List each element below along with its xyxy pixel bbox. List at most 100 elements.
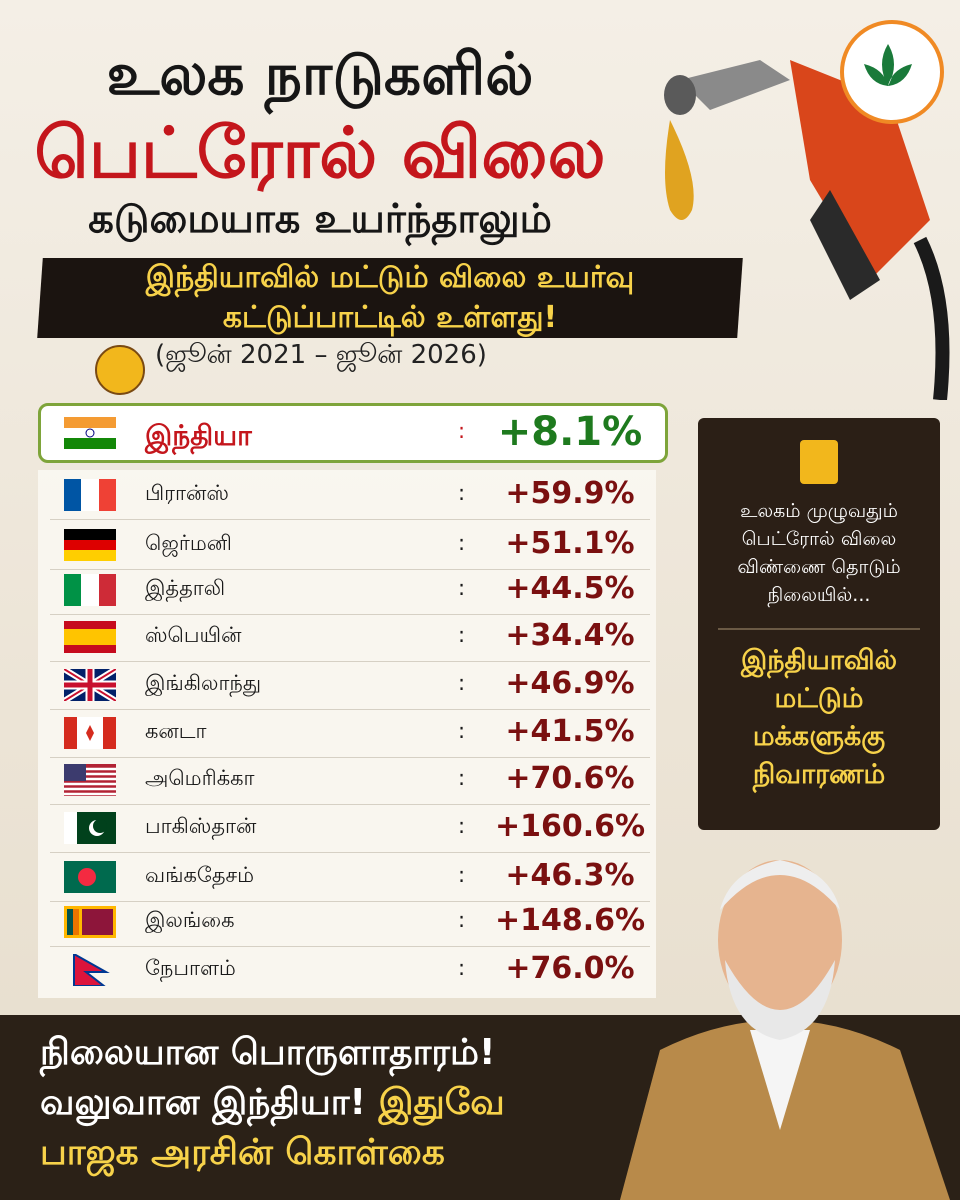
row-divider xyxy=(50,661,650,662)
country-name: வங்கதேசம் xyxy=(145,863,255,887)
side-line: விண்ணை தொடும் xyxy=(737,556,901,578)
nozzle xyxy=(680,60,790,110)
banner-line: இந்தியாவில் மட்டும் விலை உயர்வு xyxy=(145,260,635,295)
row-divider xyxy=(50,519,650,520)
percent-change: +34.4% xyxy=(505,618,635,653)
footer-line: வலுவான இந்தியா! இதுவே xyxy=(40,1082,505,1128)
flag-image xyxy=(62,666,118,704)
face xyxy=(718,860,842,1020)
flag-image xyxy=(64,574,116,606)
flag xyxy=(64,574,116,606)
fuel-drop xyxy=(665,120,694,220)
flag xyxy=(64,621,116,653)
fuel-icon xyxy=(95,345,145,395)
separator: : xyxy=(458,766,466,790)
flag xyxy=(64,417,116,449)
flag-image xyxy=(64,764,116,796)
percent-change: +160.6% xyxy=(494,809,646,844)
banner-line: கட்டுப்பாட்டில் உள்ளது! xyxy=(222,300,558,335)
flag xyxy=(64,479,116,511)
country-name: கனடா xyxy=(145,719,207,743)
country-name: நேபாளம் xyxy=(145,956,236,980)
percent-change: +70.6% xyxy=(505,761,635,796)
footer-text: வலுவான இந்தியா! xyxy=(40,1082,366,1123)
percent-change: +51.1% xyxy=(505,526,635,561)
percent-change: +41.5% xyxy=(505,714,635,749)
flag-image xyxy=(64,906,116,938)
flag-image xyxy=(64,621,116,653)
row-divider xyxy=(50,852,650,853)
nozzle-tip xyxy=(664,75,696,115)
separator: : xyxy=(458,956,466,980)
separator: : xyxy=(458,719,466,743)
separator: : xyxy=(458,623,466,647)
flag-image xyxy=(64,812,116,844)
table-panel xyxy=(38,470,656,998)
row-divider xyxy=(50,901,650,902)
side-line: நிலையில்... xyxy=(767,584,871,606)
pump-grip xyxy=(810,190,880,300)
flag-image xyxy=(64,529,116,561)
separator: : xyxy=(458,671,466,695)
divider xyxy=(718,628,920,630)
flag xyxy=(64,764,116,796)
footer-line: பாஜக அரசின் கொள்கை xyxy=(40,1132,445,1173)
row-divider xyxy=(50,757,650,758)
row-divider xyxy=(50,569,650,570)
side-box xyxy=(698,418,940,830)
shirt xyxy=(750,1030,810,1130)
percent-change: +76.0% xyxy=(505,951,635,986)
side-highlight: மட்டும் xyxy=(774,683,864,714)
country-name: அமெரிக்கா xyxy=(145,766,255,790)
india-highlight xyxy=(38,403,668,463)
separator: : xyxy=(458,814,466,838)
flag xyxy=(64,529,116,561)
period: (ஜூன் 2021 – ஜூன் 2026) xyxy=(155,340,487,370)
percent-change: +148.6% xyxy=(494,903,646,938)
separator: : xyxy=(458,576,466,600)
separator: : xyxy=(458,863,466,887)
side-highlight: மக்களுக்கு xyxy=(752,721,886,752)
percent-change: +44.5% xyxy=(505,571,635,606)
country-name: இந்தியா xyxy=(145,419,252,452)
row-divider xyxy=(50,614,650,615)
country-name: பிரான்ஸ் xyxy=(145,481,229,505)
side-line: பெட்ரோல் விலை xyxy=(741,528,897,550)
flag-image xyxy=(64,717,116,749)
side-highlight: நிவாரணம் xyxy=(752,759,886,790)
flag xyxy=(64,952,116,987)
flag-image xyxy=(64,861,116,893)
row-divider xyxy=(50,804,650,805)
flag xyxy=(64,861,116,893)
flag xyxy=(62,666,118,704)
title-line: பெட்ரோல் விலை xyxy=(34,112,606,194)
footer-line: நிலையான பொருளாதாரம்! xyxy=(40,1032,496,1073)
row-divider xyxy=(50,709,650,710)
country-name: இத்தாலி xyxy=(145,576,226,600)
separator: : xyxy=(458,908,466,932)
fuel-icon xyxy=(800,440,838,484)
country-name: இலங்கை xyxy=(145,908,235,932)
footer-highlight: இதுவே xyxy=(378,1082,505,1123)
lotus xyxy=(864,44,912,86)
separator: : xyxy=(458,531,466,555)
leader-photo xyxy=(620,860,950,1200)
percent-change: +59.9% xyxy=(505,476,635,511)
country-name: பாகிஸ்தான் xyxy=(145,814,257,838)
flag xyxy=(64,812,116,844)
hair xyxy=(720,860,840,910)
percent-change: +8.1% xyxy=(497,409,643,455)
title-line: கடுமையாக உயர்ந்தாலும் xyxy=(88,196,552,242)
flag-image xyxy=(64,417,116,449)
separator: : xyxy=(458,419,466,443)
party-logo xyxy=(840,20,944,124)
flag-image xyxy=(73,952,110,987)
country-name: ஸ்பெயின் xyxy=(145,623,242,647)
hose xyxy=(913,236,950,400)
beard xyxy=(725,960,835,1040)
flag xyxy=(64,717,116,749)
side-line: உலகம் முழுவதும் xyxy=(740,500,898,522)
percent-change: +46.9% xyxy=(505,666,635,701)
flag xyxy=(64,906,116,938)
